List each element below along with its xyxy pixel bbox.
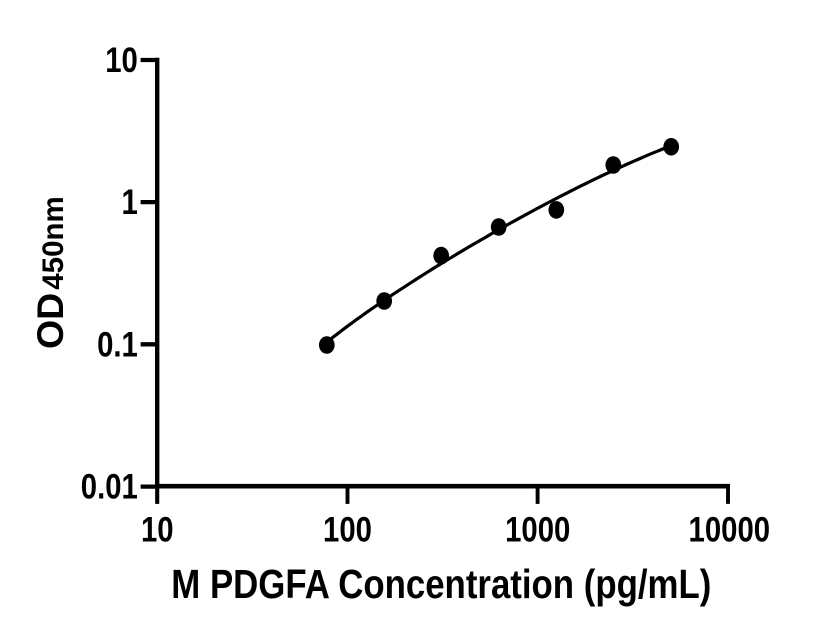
svg-text:10000: 10000 <box>689 510 771 549</box>
svg-text:1: 1 <box>122 183 138 222</box>
svg-text:10: 10 <box>105 41 138 80</box>
svg-text:0.01: 0.01 <box>81 468 138 507</box>
svg-text:0.1: 0.1 <box>97 325 138 364</box>
svg-text:1000: 1000 <box>505 510 570 549</box>
svg-text:100: 100 <box>323 510 372 549</box>
svg-text:OD450nm: OD450nm <box>29 196 71 349</box>
svg-text:M PDGFA Concentration (pg/mL): M PDGFA Concentration (pg/mL) <box>171 561 711 607</box>
svg-text:10: 10 <box>141 510 174 549</box>
